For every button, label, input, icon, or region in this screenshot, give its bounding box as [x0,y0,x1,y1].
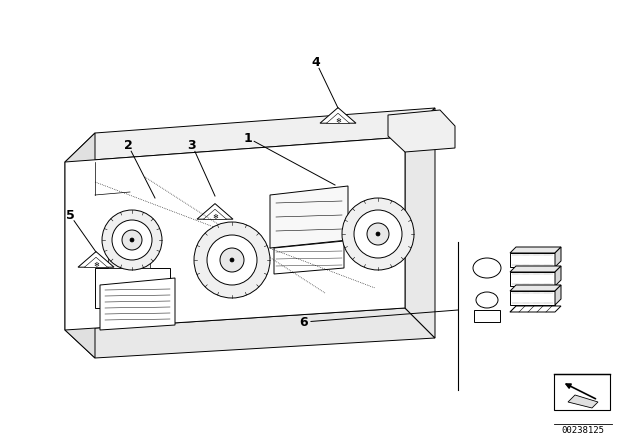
Polygon shape [555,266,561,286]
Ellipse shape [473,258,501,278]
Circle shape [122,230,142,250]
Circle shape [130,238,134,242]
Text: 3: 3 [188,138,196,151]
Text: ❄: ❄ [93,262,99,268]
Polygon shape [320,108,356,123]
Polygon shape [95,268,170,308]
Text: 00238125: 00238125 [561,426,605,435]
Polygon shape [270,186,348,248]
Polygon shape [474,310,500,322]
Polygon shape [108,255,150,268]
Polygon shape [65,108,435,162]
Text: 1: 1 [244,132,252,145]
Polygon shape [555,285,561,305]
Polygon shape [274,241,344,274]
Polygon shape [197,203,233,219]
Polygon shape [204,209,227,220]
Polygon shape [100,278,175,330]
Polygon shape [510,285,561,291]
Polygon shape [510,291,555,305]
Polygon shape [65,308,435,358]
Text: 2: 2 [124,138,132,151]
Text: 5: 5 [66,208,74,221]
Polygon shape [78,252,114,267]
Polygon shape [65,137,405,330]
Polygon shape [510,272,555,286]
Circle shape [354,210,402,258]
Text: ❄: ❄ [335,118,341,124]
Polygon shape [65,133,95,358]
Polygon shape [510,306,561,312]
Circle shape [102,210,162,270]
Polygon shape [510,253,555,267]
Polygon shape [405,108,435,338]
Circle shape [367,223,389,245]
Text: 6: 6 [300,315,308,328]
Ellipse shape [476,292,498,308]
Polygon shape [568,395,598,408]
Circle shape [220,248,244,272]
Text: 4: 4 [312,56,321,69]
Circle shape [342,198,414,270]
Polygon shape [388,110,455,152]
Bar [554,374,610,410]
Circle shape [230,258,234,262]
Circle shape [194,222,270,298]
Polygon shape [555,247,561,267]
Circle shape [207,235,257,285]
Polygon shape [84,257,108,267]
Polygon shape [326,113,349,123]
Circle shape [376,232,380,236]
Circle shape [112,220,152,260]
Polygon shape [510,266,561,272]
Text: ❄: ❄ [212,214,218,220]
Polygon shape [510,247,561,253]
